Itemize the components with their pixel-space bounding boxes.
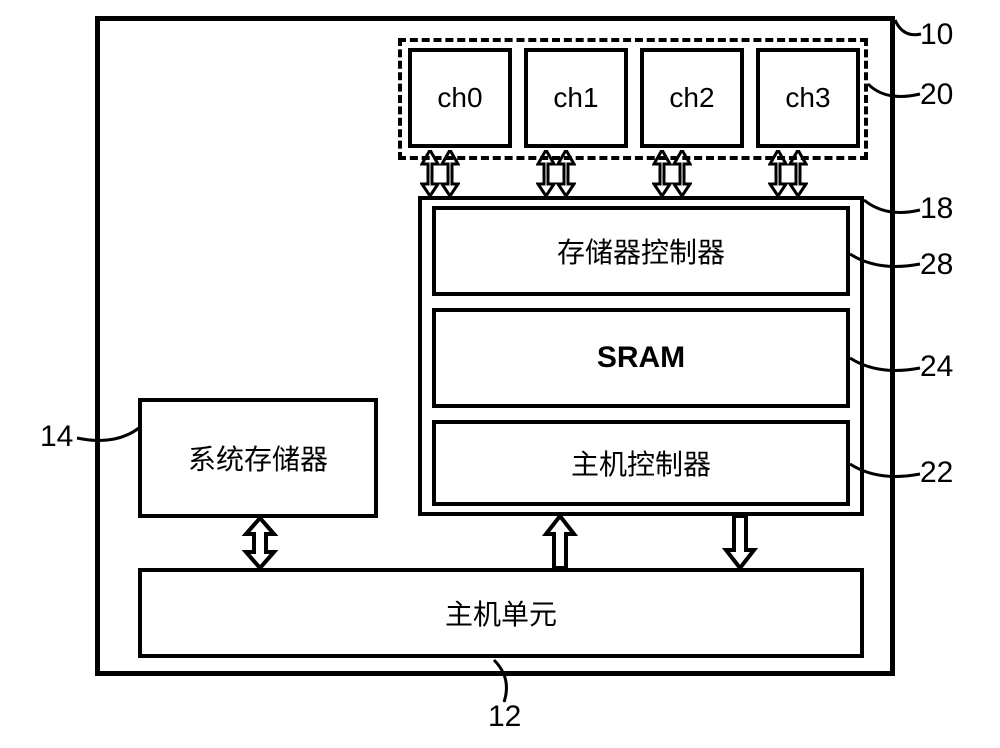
memory-controller: 存储器控制器: [432, 206, 850, 296]
channel-label: ch0: [437, 82, 482, 114]
leader-line-icon: [848, 250, 922, 274]
arrow-double-icon: [420, 150, 460, 196]
host-controller: 主机控制器: [432, 420, 850, 506]
system-memory-label: 系统存储器: [188, 438, 328, 478]
channel-ch3: ch3: [756, 48, 860, 148]
memory-controller-label: 存储器控制器: [557, 231, 725, 271]
arrow-double-icon: [536, 150, 576, 196]
channel-ch0: ch0: [408, 48, 512, 148]
channel-label: ch2: [669, 82, 714, 114]
arrow-up-icon: [540, 516, 580, 568]
leader-line-icon: [848, 354, 922, 378]
leader-line-icon: [848, 460, 922, 484]
ref-label-18: 18: [920, 192, 953, 226]
arrow-double-icon: [240, 518, 280, 568]
arrow-double-icon: [768, 150, 808, 196]
leader-line-icon: [893, 18, 923, 44]
sram: SRAM: [432, 308, 850, 408]
leader-line-icon: [490, 658, 514, 704]
leader-line-icon: [866, 80, 922, 104]
arrow-double-icon: [652, 150, 692, 196]
diagram-canvas: ch0 ch1 ch2 ch3 存储器控制器 SRAM 主机控制器 系统存储器 …: [0, 0, 1000, 748]
sram-label: SRAM: [597, 341, 685, 375]
ref-label-24: 24: [920, 350, 953, 384]
leader-line-icon: [862, 196, 922, 220]
ref-label-22: 22: [920, 456, 953, 490]
host-unit-label: 主机单元: [445, 593, 557, 633]
ref-label-10: 10: [920, 18, 953, 52]
host-controller-label: 主机控制器: [571, 443, 711, 483]
channel-label: ch1: [553, 82, 598, 114]
ref-label-14: 14: [40, 420, 73, 454]
channel-ch2: ch2: [640, 48, 744, 148]
ref-label-12: 12: [488, 700, 521, 734]
ref-label-20: 20: [920, 78, 953, 112]
leader-line-icon: [75, 424, 141, 448]
system-memory: 系统存储器: [138, 398, 378, 518]
arrow-down-icon: [720, 516, 760, 568]
channel-label: ch3: [785, 82, 830, 114]
ref-label-28: 28: [920, 248, 953, 282]
host-unit: 主机单元: [138, 568, 864, 658]
channel-ch1: ch1: [524, 48, 628, 148]
